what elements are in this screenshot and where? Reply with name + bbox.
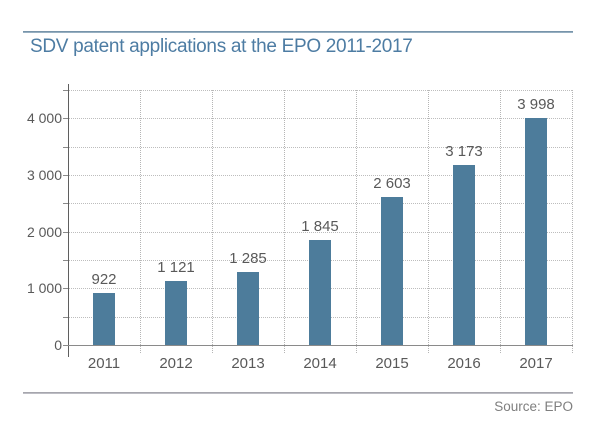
gridline-vertical — [500, 90, 501, 353]
footer-rule — [23, 392, 573, 394]
gridline-vertical — [284, 90, 285, 353]
gridline-horizontal — [68, 203, 572, 205]
x-axis-line — [68, 345, 573, 346]
gridline-horizontal — [68, 175, 572, 176]
x-axis-label: 2014 — [303, 355, 337, 372]
y-axis-tick — [63, 90, 68, 91]
bar-2015 — [381, 197, 403, 345]
y-axis-line — [68, 84, 69, 357]
gridline-horizontal — [68, 118, 572, 120]
x-axis-label: 2016 — [447, 355, 481, 372]
x-axis-label: 2012 — [159, 355, 193, 372]
bar-2012 — [165, 281, 187, 345]
gridline-vertical — [140, 90, 141, 353]
bar-value-label: 1 285 — [229, 250, 267, 267]
y-axis-label: 3 000 — [26, 167, 62, 183]
bar-value-label: 3 998 — [517, 96, 555, 113]
bar-2014 — [309, 240, 331, 345]
gridline-horizontal — [68, 90, 572, 91]
x-axis-label: 2011 — [87, 355, 121, 372]
bar-2011 — [93, 293, 115, 345]
bar-value-label: 1 845 — [301, 218, 339, 235]
y-axis-tick — [63, 345, 68, 346]
gridline-vertical — [572, 90, 573, 353]
bar-value-label: 922 — [91, 271, 117, 288]
gridline-vertical — [428, 90, 429, 353]
y-axis-tick — [63, 146, 68, 148]
y-axis-tick — [63, 288, 68, 290]
y-axis-tick — [63, 175, 68, 176]
y-axis-tick — [63, 260, 68, 261]
bar-value-label: 3 173 — [445, 143, 483, 160]
bar-value-label: 1 121 — [157, 259, 195, 276]
y-axis-tick — [63, 231, 68, 233]
gridline-horizontal — [68, 146, 572, 148]
bar-2013 — [237, 272, 259, 345]
gridline-horizontal — [68, 231, 572, 233]
y-axis-label: 4 000 — [26, 110, 62, 127]
x-axis-label: 2013 — [231, 355, 265, 372]
y-axis-tick — [63, 118, 68, 120]
title-rule — [23, 31, 573, 33]
bar-2016 — [453, 165, 475, 345]
bar-2017 — [525, 118, 547, 345]
source-label: Source: EPO — [494, 399, 573, 414]
x-axis-label: 2017 — [519, 355, 553, 372]
x-axis-label: 2015 — [375, 355, 409, 372]
y-axis-tick — [63, 316, 68, 318]
bar-value-label: 2 603 — [373, 175, 411, 192]
y-axis-label: 1 000 — [26, 280, 62, 297]
y-axis-label: 0 — [54, 337, 62, 353]
gridline-vertical — [356, 90, 357, 353]
y-axis-label: 2 000 — [26, 223, 62, 240]
y-axis-tick — [63, 203, 68, 205]
chart-title: SDV patent applications at the EPO 2011-… — [30, 36, 413, 57]
gridline-vertical — [212, 90, 213, 353]
